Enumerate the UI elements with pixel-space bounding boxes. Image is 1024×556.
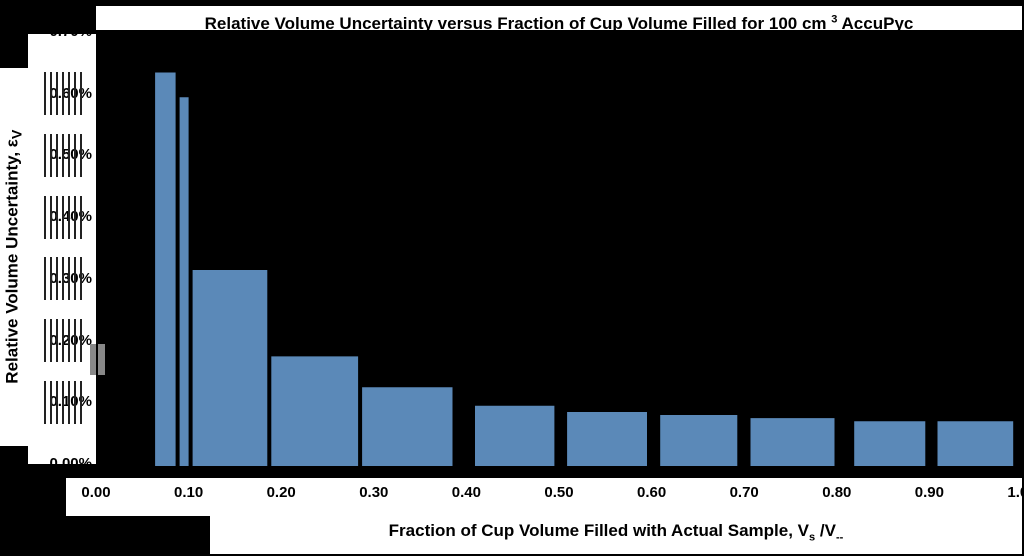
y-axis-label-strip: Relative Volume Uncertainty, εV — [0, 68, 28, 446]
bar-segment — [154, 71, 178, 466]
bar-segment — [191, 269, 270, 467]
y-minor-ticks — [38, 196, 90, 239]
bar-segment — [853, 420, 927, 466]
y-minor-ticks — [38, 381, 90, 424]
x-tick-label: 0.40 — [436, 484, 496, 501]
chart-title: Relative Volume Uncertainty versus Fract… — [96, 6, 1022, 32]
bar-segment — [566, 411, 649, 467]
y-tick-label: 0.70% — [28, 23, 92, 41]
x-tick-label: 0.60 — [622, 484, 682, 501]
x-tick-label: 1.00 — [992, 484, 1024, 501]
x-axis-label-text: Fraction of Cup Volume Filled with Actua… — [389, 521, 844, 540]
bar-segment — [658, 414, 739, 467]
bar-segment — [936, 420, 1015, 466]
x-axis-ticks: 0.00 0.10 0.20 0.30 0.40 0.50 0.60 0.70 0.80 0.90… — [66, 478, 1022, 516]
y-tick-label: 0.00% — [28, 455, 92, 473]
chart-title-text: Relative Volume Uncertainty versus Fract… — [205, 14, 914, 33]
bar-segment — [749, 417, 836, 466]
bar-segment — [473, 404, 556, 466]
x-tick-label: 0.80 — [807, 484, 867, 501]
y-minor-ticks — [38, 134, 90, 177]
bar-segment — [269, 355, 360, 466]
y-minor-ticks — [38, 319, 90, 362]
bar-segment — [360, 386, 455, 466]
x-tick-label: 0.20 — [251, 484, 311, 501]
y-axis-ticks: 0.00%0.10%0.20%0.30%0.40%0.50%0.60%0.70% — [28, 34, 96, 464]
x-tick-label: 0.00 — [66, 484, 126, 501]
y-axis-label: Relative Volume Uncertainty, εV — [2, 130, 25, 384]
x-tick-label: 0.50 — [529, 484, 589, 501]
x-tick-label: 0.30 — [344, 484, 404, 501]
y-minor-ticks — [38, 72, 90, 115]
y-minor-ticks — [38, 257, 90, 300]
plot-area — [96, 32, 1022, 464]
x-axis-label: Fraction of Cup Volume Filled with Actua… — [210, 516, 1022, 554]
plot-svg — [98, 34, 1024, 466]
x-tick-label: 0.90 — [899, 484, 959, 501]
x-tick-label: 0.70 — [714, 484, 774, 501]
x-tick-label: 0.10 — [159, 484, 219, 501]
